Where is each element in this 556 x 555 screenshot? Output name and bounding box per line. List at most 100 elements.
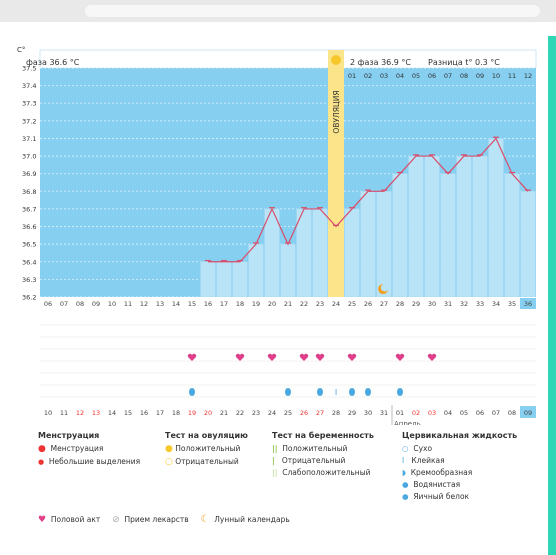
cycle-day-label: 10 xyxy=(108,300,116,308)
temperature-bar xyxy=(456,155,472,298)
date-row xyxy=(40,405,536,419)
y-tick-label: 37.5 xyxy=(22,65,36,73)
y-tick-label: 36.5 xyxy=(22,241,36,249)
phase2-day-label: 11 xyxy=(508,72,516,80)
cervical-fluid-icon xyxy=(397,388,403,396)
cycle-day-label: 30 xyxy=(428,300,436,308)
legend-item: ● Яичный белок xyxy=(402,492,470,501)
calendar-date-label: 10 xyxy=(44,409,52,417)
temp-diff-label: Разница t° 0.3 °C xyxy=(428,58,500,67)
small-drop-icon: ● xyxy=(38,458,45,466)
egg-white-icon: ● xyxy=(402,492,409,501)
calendar-date-label: 21 xyxy=(220,409,228,417)
y-tick-label: 36.8 xyxy=(22,188,36,196)
legend-menstruation: Менструация ● Менструация ● Небольшие вы… xyxy=(38,431,140,466)
cervical-fluid-icon xyxy=(189,388,195,396)
temperature-bar xyxy=(344,208,360,298)
temperature-bar xyxy=(200,261,216,298)
temperature-bar xyxy=(248,243,264,298)
legend-title: Тест на овуляцию xyxy=(165,431,248,440)
calendar-date-label: 11 xyxy=(60,409,68,417)
legend-pregnancy-test: Тест на беременность || Положительный | … xyxy=(272,431,374,477)
y-tick-label: 36.3 xyxy=(22,276,36,284)
temperature-bar xyxy=(216,261,232,298)
cycle-day-label: 19 xyxy=(252,300,260,308)
temperature-bar xyxy=(408,155,424,298)
heart-icon xyxy=(299,353,309,361)
half-drop-icon: ◗ xyxy=(402,468,406,477)
temperature-bar xyxy=(392,173,408,298)
circle-outline-icon: ○ xyxy=(402,444,409,453)
side-accent-bar[interactable] xyxy=(548,36,556,555)
calendar-date-label: 25 xyxy=(284,409,292,417)
test-bars-faint-icon: || xyxy=(272,468,278,477)
y-tick-label: 37.2 xyxy=(22,117,36,125)
phase2-day-label: 07 xyxy=(444,72,452,80)
phase2-day-label: 10 xyxy=(492,72,500,80)
heart-icon: ♥ xyxy=(38,515,47,525)
temperature-bar xyxy=(488,138,504,298)
phase2-day-label: 09 xyxy=(476,72,484,80)
y-tick-label: 37.0 xyxy=(22,153,36,161)
calendar-date-label: 14 xyxy=(108,409,116,417)
phase2-day-label: 04 xyxy=(396,72,404,80)
hourglass-icon: I xyxy=(335,388,337,397)
cervical-fluid-icon xyxy=(365,388,371,396)
calendar-date-label: 22 xyxy=(236,409,244,417)
cycle-day-label: 08 xyxy=(76,300,84,308)
circle-outline-icon: ○ xyxy=(165,457,173,467)
calendar-date-label: 06 xyxy=(476,409,484,417)
legend-item: ○ Отрицательный xyxy=(165,457,239,467)
legend-item: ● Менструация xyxy=(38,444,104,454)
legend-cervical: Цервикальная жидкость ○ Сухо Ι Клейкая ◗… xyxy=(402,431,517,501)
calendar-date-label: 16 xyxy=(140,409,148,417)
cycle-day-label: 16 xyxy=(204,300,212,308)
y-tick-label: 37.1 xyxy=(22,135,36,143)
y-tick-label: 36.7 xyxy=(22,205,36,213)
cycle-day-label: 06 xyxy=(44,300,52,308)
cycle-day-label: 15 xyxy=(188,300,196,308)
moon-icon: ☾ xyxy=(200,514,210,525)
cycle-day-label: 36 xyxy=(524,300,532,308)
y-tick-label: 36.6 xyxy=(22,223,36,231)
calendar-date-label: 19 xyxy=(188,409,196,417)
heart-icon xyxy=(315,353,325,361)
ovulation-label: ОВУЛЯЦИЯ xyxy=(332,90,341,133)
legend-item: ◗ Кремообразная xyxy=(402,468,473,477)
cervical-fluid-icon xyxy=(285,388,291,396)
y-tick-label: 37.3 xyxy=(22,100,36,108)
temperature-bar xyxy=(424,155,440,298)
cycle-day-label: 20 xyxy=(268,300,276,308)
calendar-date-label: 02 xyxy=(412,409,420,417)
y-tick-label: 36.2 xyxy=(22,294,36,302)
cycle-day-label: 12 xyxy=(140,300,148,308)
temperature-bar xyxy=(472,155,488,298)
cycle-day-label: 13 xyxy=(156,300,164,308)
temperature-line xyxy=(208,137,529,263)
calendar-date-label: 01 xyxy=(396,409,404,417)
calendar-date-label: 23 xyxy=(252,409,260,417)
temperature-bar xyxy=(520,191,536,298)
cervical-fluid-icon xyxy=(349,388,355,396)
temperature-bar xyxy=(440,173,456,298)
drop-icon: ● xyxy=(38,444,46,454)
cycle-day-label: 34 xyxy=(492,300,500,308)
cycle-day-label: 32 xyxy=(460,300,468,308)
calendar-date-label: 29 xyxy=(348,409,356,417)
heart-icon xyxy=(347,353,357,361)
top-scrollbar[interactable] xyxy=(0,0,556,22)
y-tick-label: 37.4 xyxy=(22,82,36,90)
heart-icon xyxy=(187,353,197,361)
cycle-day-label: 14 xyxy=(172,300,180,308)
legend-item: ○ Сухо xyxy=(402,444,433,453)
calendar-date-label: 12 xyxy=(76,409,84,417)
ovulation-test-icon xyxy=(331,55,341,65)
pill-icon: ⊘ xyxy=(112,515,120,525)
cycle-day-label: 07 xyxy=(60,300,68,308)
scroll-track[interactable] xyxy=(85,5,540,17)
bbt-chart: 37.5 37.4 37.3 37.2 37.1 37.0 36.9 36.8 36.7 36.6… xyxy=(22,49,537,425)
current-day-highlight xyxy=(520,298,536,309)
calendar-date-label: 28 xyxy=(332,409,340,417)
legend-ovulation-test: Тест на овуляцию ● Положительный ○ Отриц… xyxy=(165,431,248,467)
calendar-date-label: 17 xyxy=(156,409,164,417)
